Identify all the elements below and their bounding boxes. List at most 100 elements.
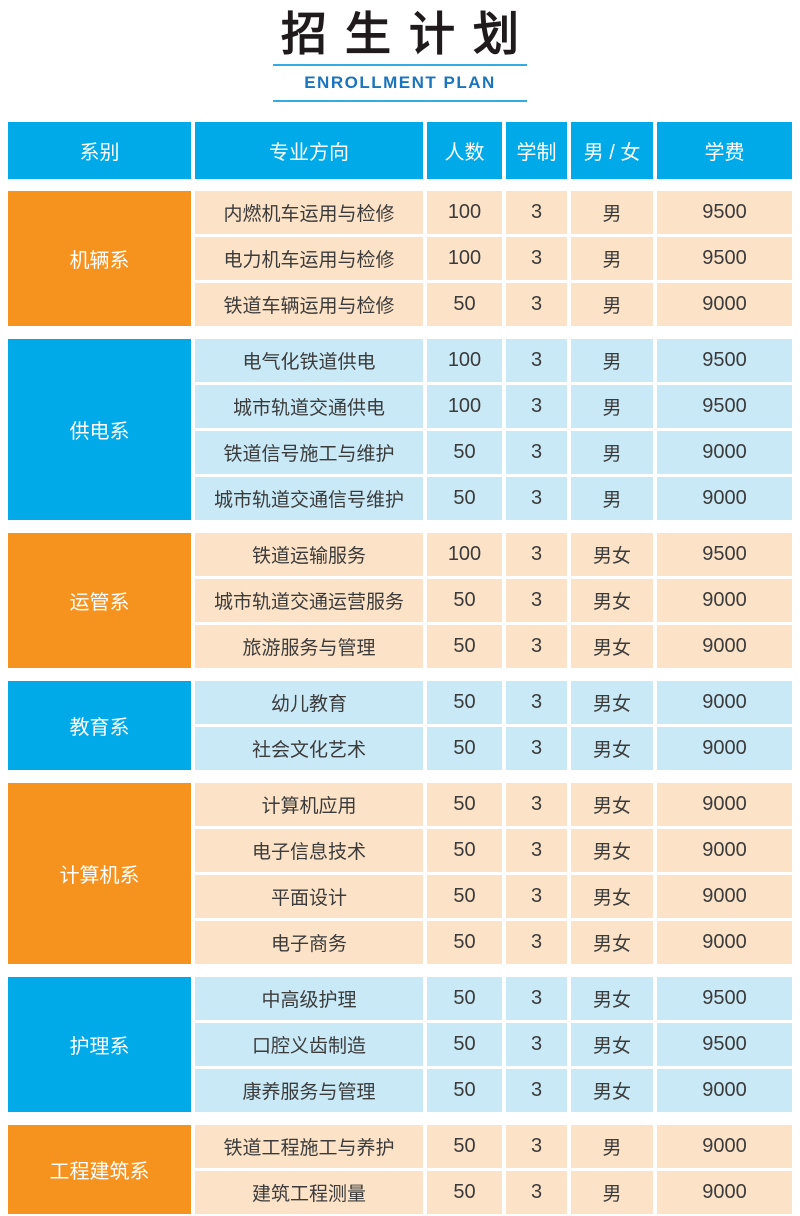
cell-major: 平面设计 <box>195 875 423 918</box>
table-row: 计算机应用 50 3 男女 9000 <box>195 783 792 826</box>
cell-major: 城市轨道交通信号维护 <box>195 477 423 520</box>
table-row: 康养服务与管理 50 3 男女 9000 <box>195 1069 792 1112</box>
cell-major: 铁道信号施工与维护 <box>195 431 423 474</box>
cell-count: 50 <box>427 921 502 964</box>
cell-tuition: 9000 <box>657 921 792 964</box>
cell-duration: 3 <box>506 191 567 234</box>
cell-count: 50 <box>427 579 502 622</box>
cell-count: 50 <box>427 431 502 474</box>
page-title: 招生计划 <box>281 7 537 61</box>
cell-count: 50 <box>427 783 502 826</box>
department-cell: 机辆系 <box>8 191 191 326</box>
group-rows: 铁道工程施工与养护 50 3 男 9000 建筑工程测量 50 3 男 9000 <box>195 1125 792 1214</box>
table-row: 幼儿教育 50 3 男女 9000 <box>195 681 792 724</box>
cell-tuition: 9000 <box>657 579 792 622</box>
cell-tuition: 9500 <box>657 339 792 382</box>
group-rows: 幼儿教育 50 3 男女 9000 社会文化艺术 50 3 男女 9000 <box>195 681 792 770</box>
cell-tuition: 9000 <box>657 875 792 918</box>
cell-tuition: 9000 <box>657 283 792 326</box>
header-gender: 男 / 女 <box>571 122 653 179</box>
cell-duration: 3 <box>506 1125 567 1168</box>
header-major: 专业方向 <box>195 122 423 179</box>
department-cell: 教育系 <box>8 681 191 770</box>
cell-gender: 男 <box>571 191 653 234</box>
cell-gender: 男 <box>571 477 653 520</box>
cell-gender: 男女 <box>571 875 653 918</box>
group-rows: 计算机应用 50 3 男女 9000 电子信息技术 50 3 男女 9000 平… <box>195 783 792 964</box>
table-row: 旅游服务与管理 50 3 男女 9000 <box>195 625 792 668</box>
table-row: 建筑工程测量 50 3 男 9000 <box>195 1171 792 1214</box>
header-count: 人数 <box>427 122 502 179</box>
cell-duration: 3 <box>506 681 567 724</box>
group-rows: 铁道运输服务 100 3 男女 9500 城市轨道交通运营服务 50 3 男女 … <box>195 533 792 668</box>
cell-count: 50 <box>427 1069 502 1112</box>
cell-major: 口腔义齿制造 <box>195 1023 423 1066</box>
cell-duration: 3 <box>506 977 567 1020</box>
cell-tuition: 9500 <box>657 977 792 1020</box>
department-group: 教育系 幼儿教育 50 3 男女 9000 社会文化艺术 50 3 男女 900… <box>8 681 792 770</box>
cell-tuition: 9500 <box>657 533 792 576</box>
cell-gender: 男 <box>571 339 653 382</box>
cell-tuition: 9500 <box>657 191 792 234</box>
title-block: 招生计划 ENROLLMENT PLAN <box>0 0 800 122</box>
cell-duration: 3 <box>506 783 567 826</box>
cell-tuition: 9000 <box>657 625 792 668</box>
cell-gender: 男女 <box>571 829 653 872</box>
cell-gender: 男女 <box>571 921 653 964</box>
cell-major: 幼儿教育 <box>195 681 423 724</box>
department-cell: 运管系 <box>8 533 191 668</box>
department-group: 工程建筑系 铁道工程施工与养护 50 3 男 9000 建筑工程测量 50 3 … <box>8 1125 792 1214</box>
table-header-row: 系别 专业方向 人数 学制 男 / 女 学费 <box>8 122 792 179</box>
cell-tuition: 9000 <box>657 681 792 724</box>
cell-major: 城市轨道交通供电 <box>195 385 423 428</box>
table-row: 社会文化艺术 50 3 男女 9000 <box>195 727 792 770</box>
cell-gender: 男 <box>571 1171 653 1214</box>
cell-major: 电子信息技术 <box>195 829 423 872</box>
cell-count: 50 <box>427 477 502 520</box>
department-group: 机辆系 内燃机车运用与检修 100 3 男 9500 电力机车运用与检修 100… <box>8 191 792 326</box>
cell-duration: 3 <box>506 625 567 668</box>
cell-duration: 3 <box>506 829 567 872</box>
department-group: 计算机系 计算机应用 50 3 男女 9000 电子信息技术 50 3 男女 9… <box>8 783 792 964</box>
table-row: 铁道工程施工与养护 50 3 男 9000 <box>195 1125 792 1168</box>
cell-major: 旅游服务与管理 <box>195 625 423 668</box>
cell-major: 内燃机车运用与检修 <box>195 191 423 234</box>
cell-gender: 男女 <box>571 625 653 668</box>
cell-major: 电力机车运用与检修 <box>195 237 423 280</box>
table-row: 铁道运输服务 100 3 男女 9500 <box>195 533 792 576</box>
cell-major: 电气化铁道供电 <box>195 339 423 382</box>
page-subtitle: ENROLLMENT PLAN <box>304 73 496 92</box>
table-row: 电子商务 50 3 男女 9000 <box>195 921 792 964</box>
cell-count: 50 <box>427 829 502 872</box>
cell-duration: 3 <box>506 727 567 770</box>
table-row: 口腔义齿制造 50 3 男女 9500 <box>195 1023 792 1066</box>
department-group: 护理系 中高级护理 50 3 男女 9500 口腔义齿制造 50 3 男女 95… <box>8 977 792 1112</box>
cell-tuition: 9000 <box>657 477 792 520</box>
cell-count: 100 <box>427 385 502 428</box>
cell-gender: 男女 <box>571 533 653 576</box>
cell-count: 100 <box>427 339 502 382</box>
cell-major: 铁道工程施工与养护 <box>195 1125 423 1168</box>
table-row: 中高级护理 50 3 男女 9500 <box>195 977 792 1020</box>
cell-gender: 男女 <box>571 579 653 622</box>
cell-count: 100 <box>427 191 502 234</box>
header-department: 系别 <box>8 122 191 179</box>
cell-count: 50 <box>427 727 502 770</box>
cell-count: 50 <box>427 625 502 668</box>
cell-gender: 男 <box>571 237 653 280</box>
cell-count: 50 <box>427 1125 502 1168</box>
group-rows: 内燃机车运用与检修 100 3 男 9500 电力机车运用与检修 100 3 男… <box>195 191 792 326</box>
table-groups: 机辆系 内燃机车运用与检修 100 3 男 9500 电力机车运用与检修 100… <box>8 191 792 1214</box>
cell-major: 城市轨道交通运营服务 <box>195 579 423 622</box>
cell-count: 50 <box>427 1023 502 1066</box>
cell-gender: 男女 <box>571 783 653 826</box>
cell-gender: 男 <box>571 431 653 474</box>
cell-major: 中高级护理 <box>195 977 423 1020</box>
table-row: 城市轨道交通运营服务 50 3 男女 9000 <box>195 579 792 622</box>
table-row: 电子信息技术 50 3 男女 9000 <box>195 829 792 872</box>
department-group: 供电系 电气化铁道供电 100 3 男 9500 城市轨道交通供电 100 3 … <box>8 339 792 520</box>
cell-tuition: 9000 <box>657 431 792 474</box>
cell-tuition: 9500 <box>657 1023 792 1066</box>
cell-count: 50 <box>427 681 502 724</box>
table-row: 平面设计 50 3 男女 9000 <box>195 875 792 918</box>
